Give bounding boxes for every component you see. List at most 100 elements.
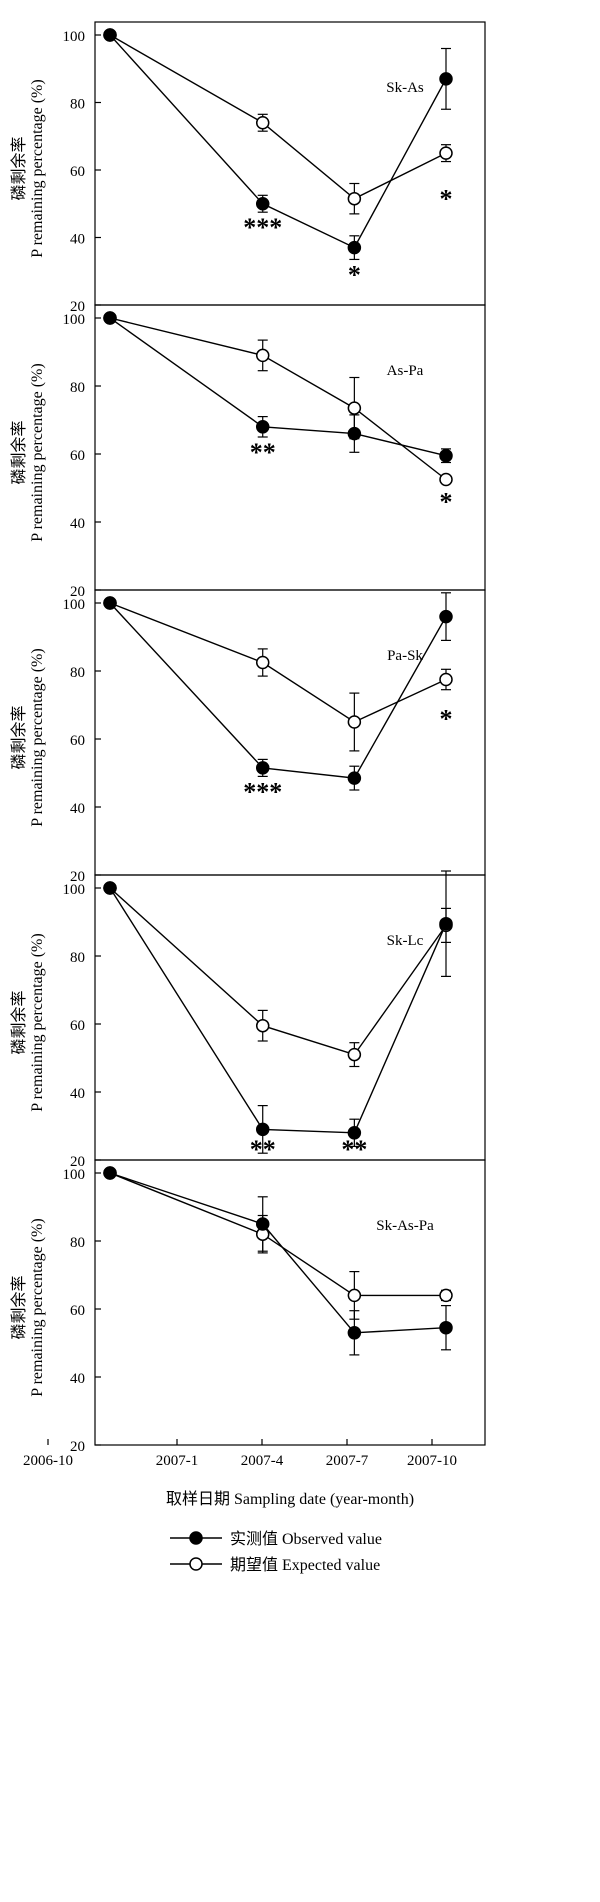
y-tick-label: 80 — [70, 665, 85, 681]
panel-label: Pa-Sk — [387, 648, 423, 664]
y-tick-label: 20 — [70, 869, 85, 885]
y-tick-label: 20 — [70, 299, 85, 315]
significance-label: ** — [341, 1135, 367, 1164]
legend: 实测值 Observed value 期望值 Expected value — [170, 1530, 382, 1574]
panel-5: 20 40 60 80 100 磷剩余率 P remaining percentage (%… — [9, 1159, 486, 1469]
y-axis-label-en: P remaining percentage (%) — [29, 1218, 46, 1396]
y-tick-label: 60 — [70, 1303, 85, 1319]
y-tick-label: 80 — [70, 1235, 85, 1251]
panel-label: Sk-Lc — [387, 933, 424, 949]
panel-frame — [94, 304, 486, 591]
data-point-observed — [255, 1122, 270, 1137]
y-axis-label-cn: 磷剩余率 — [9, 136, 28, 200]
series-line-observed — [109, 317, 447, 457]
data-point-observed — [347, 426, 362, 441]
data-point-observed — [347, 771, 362, 785]
x-tick-label: 2007-10 — [407, 1453, 457, 1469]
panel-frame — [94, 1159, 486, 1446]
x-axis-label: 取样日期 Sampling date (year-month) — [166, 1490, 414, 1508]
data-point-expected — [255, 116, 270, 130]
x-tick-label: 2007-4 — [241, 1453, 284, 1469]
y-tick-label: 80 — [70, 97, 85, 113]
legend-marker-expected — [189, 1557, 203, 1571]
panel-1: 20 40 60 80 100 磷剩余率 P remaining percentage (%… — [9, 21, 486, 315]
y-tick-label: 40 — [70, 1371, 85, 1387]
series-line-expected — [109, 1172, 446, 1297]
legend-label-observed: 实测值 Observed value — [230, 1530, 382, 1548]
y-axis-label-en: P remaining percentage (%) — [29, 648, 46, 826]
series-line-expected — [109, 34, 447, 200]
x-tick-label: 2007-1 — [156, 1453, 199, 1469]
y-axis-label-cn: 磷剩余率 — [9, 705, 28, 769]
significance-label: * — [440, 487, 453, 516]
data-point-expected — [255, 655, 270, 670]
data-point-observed — [103, 881, 117, 895]
data-point-expected — [439, 472, 453, 487]
y-axis-label-cn: 磷剩余率 — [9, 990, 28, 1054]
y-tick-label: 100 — [63, 1167, 86, 1183]
data-point-expected — [439, 1288, 453, 1303]
data-point-expected — [347, 401, 362, 415]
y-tick-label: 80 — [70, 380, 85, 396]
data-point-observed — [255, 761, 270, 775]
significance-label: ** — [250, 1135, 276, 1164]
data-point-expected — [347, 1288, 362, 1303]
legend-marker-observed — [189, 1531, 203, 1545]
data-point-expected — [439, 146, 453, 160]
significance-label: *** — [243, 213, 282, 242]
data-point-observed — [347, 240, 362, 255]
data-point-observed — [255, 420, 270, 434]
panel-frame — [94, 589, 486, 876]
y-tick-label: 20 — [70, 584, 85, 600]
data-point-observed — [439, 448, 453, 463]
data-point-expected — [347, 1047, 362, 1062]
panel-label: Sk-As-Pa — [376, 1218, 434, 1234]
data-point-expected — [255, 1018, 270, 1033]
y-axis-label-cn: 磷剩余率 — [9, 420, 28, 484]
data-point-observed — [103, 596, 117, 610]
x-tick-label: 2006-10 — [23, 1453, 73, 1469]
y-tick-label: 40 — [70, 232, 85, 248]
significance-label: * — [348, 260, 361, 289]
significance-label: * — [440, 704, 453, 733]
y-tick-label: 100 — [63, 597, 86, 613]
data-point-observed — [255, 1217, 270, 1231]
data-point-observed — [255, 197, 270, 211]
data-point-observed — [347, 1326, 362, 1340]
y-tick-label: 20 — [70, 1439, 85, 1455]
data-point-expected — [439, 672, 453, 687]
series-line-expected — [109, 887, 447, 1056]
x-tick-label: 2007-7 — [326, 1453, 369, 1469]
panel-4: 20 40 60 80 100 磷剩余率 P remaining percentage (%… — [9, 870, 486, 1170]
data-point-observed — [439, 916, 453, 931]
data-point-observed — [347, 1126, 362, 1140]
series-line-expected — [109, 602, 447, 723]
y-axis-label-cn: 磷剩余率 — [9, 1275, 28, 1339]
y-axis-label-en: P remaining percentage (%) — [29, 79, 46, 257]
series-line-observed — [109, 34, 447, 249]
y-tick-label: 100 — [63, 29, 86, 45]
series-line-observed — [109, 1172, 447, 1334]
panel-3: 20 40 60 80 100 磷剩余率 P remaining percentage (%… — [9, 589, 486, 885]
panel-label: Sk-As — [386, 80, 424, 96]
data-point-observed — [439, 609, 453, 624]
y-tick-label: 60 — [70, 733, 85, 749]
data-point-expected — [347, 191, 362, 206]
data-point-observed — [103, 311, 117, 325]
y-tick-label: 40 — [70, 1086, 85, 1102]
panel-frame — [94, 874, 486, 1161]
y-tick-label: 100 — [63, 882, 86, 898]
panel-label: As-Pa — [387, 363, 424, 379]
series-line-expected — [109, 317, 447, 481]
panel-2: 20 40 60 80 100 磷剩余率 P remaining percentage (%… — [9, 304, 486, 600]
data-point-observed — [439, 72, 453, 86]
y-tick-label: 60 — [70, 1018, 85, 1034]
significance-label: *** — [243, 777, 282, 806]
y-tick-label: 100 — [63, 312, 86, 328]
y-axis-label-en: P remaining percentage (%) — [29, 933, 46, 1111]
series-line-observed — [109, 602, 447, 779]
series-line-observed — [109, 887, 447, 1134]
data-point-observed — [103, 1166, 117, 1180]
